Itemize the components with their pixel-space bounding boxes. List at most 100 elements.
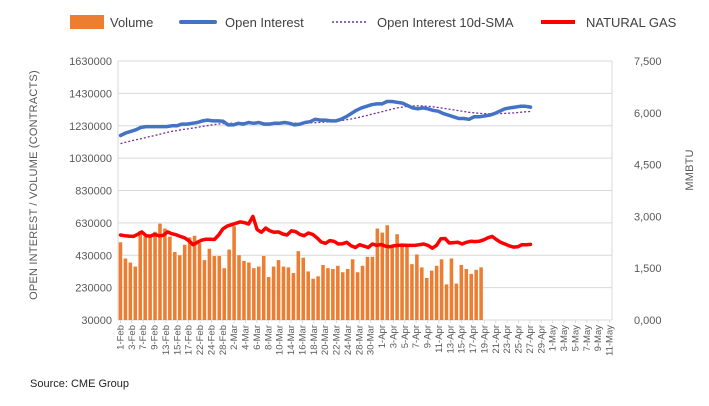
x-tick-label: 4-Mar — [241, 325, 252, 350]
volume-bar — [415, 254, 419, 320]
right-tick-label: 0,000 — [634, 315, 662, 327]
left-tick-label: 830000 — [75, 186, 112, 198]
volume-bar — [177, 255, 182, 320]
legend-sma-label: Open Interest 10d-SMA — [377, 15, 514, 30]
volume-bar — [242, 260, 246, 320]
x-tick-label: 1-May — [548, 325, 559, 352]
x-tick-label: 2-Mar — [229, 325, 240, 350]
x-tick-label: 16-Mar — [297, 325, 308, 355]
volume-bar — [261, 256, 266, 320]
volume-bar — [424, 277, 429, 320]
volume-bar — [197, 243, 202, 320]
volume-bar — [429, 270, 434, 320]
volume-bar — [168, 236, 172, 320]
x-tick-label: 5-Apr — [400, 325, 411, 348]
right-axis-ticks: 0,000 1,500 3,000 4,500 6,000 7,500 — [634, 56, 662, 327]
series-lines — [118, 99, 533, 250]
x-tick-label: 3-Feb — [127, 325, 138, 350]
left-tick-label: 1030000 — [69, 153, 112, 165]
volume-bar — [276, 260, 281, 320]
left-axis-title: OPEN INTEREST / VOLUME (CONTRACTS) — [28, 70, 40, 300]
volume-bar — [227, 249, 231, 320]
volume-bar — [400, 243, 404, 320]
left-tick-label: 430000 — [75, 250, 112, 262]
volume-bar — [296, 251, 301, 320]
volume-bar — [212, 256, 217, 320]
volume-bar — [291, 273, 296, 320]
x-tick-label: 1-Feb — [115, 325, 126, 350]
volume-bar — [449, 258, 454, 320]
x-tick-label: 17-Feb — [184, 325, 195, 355]
volume-bar — [163, 228, 167, 320]
volume-bar — [385, 225, 390, 320]
left-tick-label: 1230000 — [69, 121, 112, 133]
volume-bar — [207, 248, 212, 320]
left-axis-ticks: 30000 230000 430000 630000 830000 1030000 1230… — [69, 56, 112, 327]
x-tick-label: 17-Apr — [468, 325, 479, 354]
volume-bar — [311, 278, 315, 320]
volume-bar — [138, 230, 143, 320]
volume-bar — [237, 255, 241, 320]
gridlines — [117, 60, 613, 321]
volume-bar — [202, 260, 207, 320]
x-tick-label: 3-May — [559, 325, 570, 352]
volume-bar — [355, 272, 360, 320]
left-tick-label: 1430000 — [69, 88, 112, 100]
volume-bar — [395, 234, 399, 320]
x-tick-label: 24-Feb — [206, 325, 217, 355]
x-tick-label: 13-Apr — [445, 325, 456, 354]
volume-bar — [321, 264, 325, 320]
x-tick-label: 3-Apr — [388, 325, 399, 348]
legend-volume-swatch — [70, 15, 104, 29]
x-tick-label: 15-Apr — [457, 325, 468, 354]
volume-bar — [187, 237, 192, 320]
source-note: Source: CME Group — [30, 378, 129, 390]
x-tick-label: 30-Mar — [366, 325, 377, 355]
x-tick-label: 9-Apr — [423, 325, 434, 348]
x-axis-ticks: 1-Feb 3-Feb 7-Feb 9-Feb 13-Feb 15-Feb 17-Feb 22… — [115, 320, 616, 356]
volume-bars — [118, 223, 483, 320]
x-tick-label: 23-Apr — [502, 325, 513, 354]
volume-bar — [405, 244, 409, 320]
legend: Volume Open Interest Open Interest 10d-S… — [70, 15, 677, 30]
left-tick-label: 1630000 — [69, 56, 112, 68]
x-tick-label: 11-May — [605, 325, 616, 356]
volume-bar — [158, 223, 162, 320]
x-tick-label: 19-Apr — [479, 325, 490, 354]
x-tick-label: 10-Mar — [275, 325, 286, 355]
x-tick-label: 28-Mar — [354, 325, 365, 355]
volume-bar — [222, 268, 226, 320]
volume-bar — [459, 264, 464, 320]
volume-bar — [454, 283, 459, 320]
open-interest-line — [118, 99, 533, 138]
x-tick-label: 9-May — [593, 325, 604, 352]
volume-bar — [420, 267, 424, 320]
x-tick-label: 1-Apr — [377, 325, 388, 348]
x-tick-label: 21-Apr — [491, 325, 502, 354]
x-tick-label: 24-Mar — [343, 325, 354, 355]
volume-bar — [232, 226, 236, 320]
x-tick-label: 8-Mar — [263, 325, 274, 350]
volume-bar — [173, 252, 177, 320]
volume-bar — [271, 266, 276, 320]
volume-bar — [128, 262, 133, 320]
left-tick-label: 630000 — [75, 218, 112, 230]
volume-bar — [365, 256, 370, 320]
natural-gas-line — [118, 214, 533, 250]
volume-bar — [182, 244, 187, 320]
x-tick-label: 7-Apr — [411, 325, 422, 348]
x-tick-label: 9-Feb — [150, 325, 161, 350]
volume-bar — [439, 259, 444, 320]
left-tick-label: 30000 — [81, 315, 112, 327]
x-tick-label: 7-Feb — [138, 325, 149, 350]
right-tick-label: 6,000 — [634, 108, 662, 120]
volume-bar — [410, 264, 414, 320]
x-tick-label: 18-Mar — [309, 325, 320, 355]
volume-bar — [316, 276, 320, 320]
legend-open-interest-label: Open Interest — [225, 15, 304, 30]
volume-bar — [143, 236, 147, 320]
x-tick-label: 25-Apr — [514, 325, 525, 354]
right-tick-label: 3,000 — [634, 211, 662, 223]
x-tick-label: 11-Apr — [434, 325, 445, 353]
x-tick-label: 22-Feb — [195, 325, 206, 355]
